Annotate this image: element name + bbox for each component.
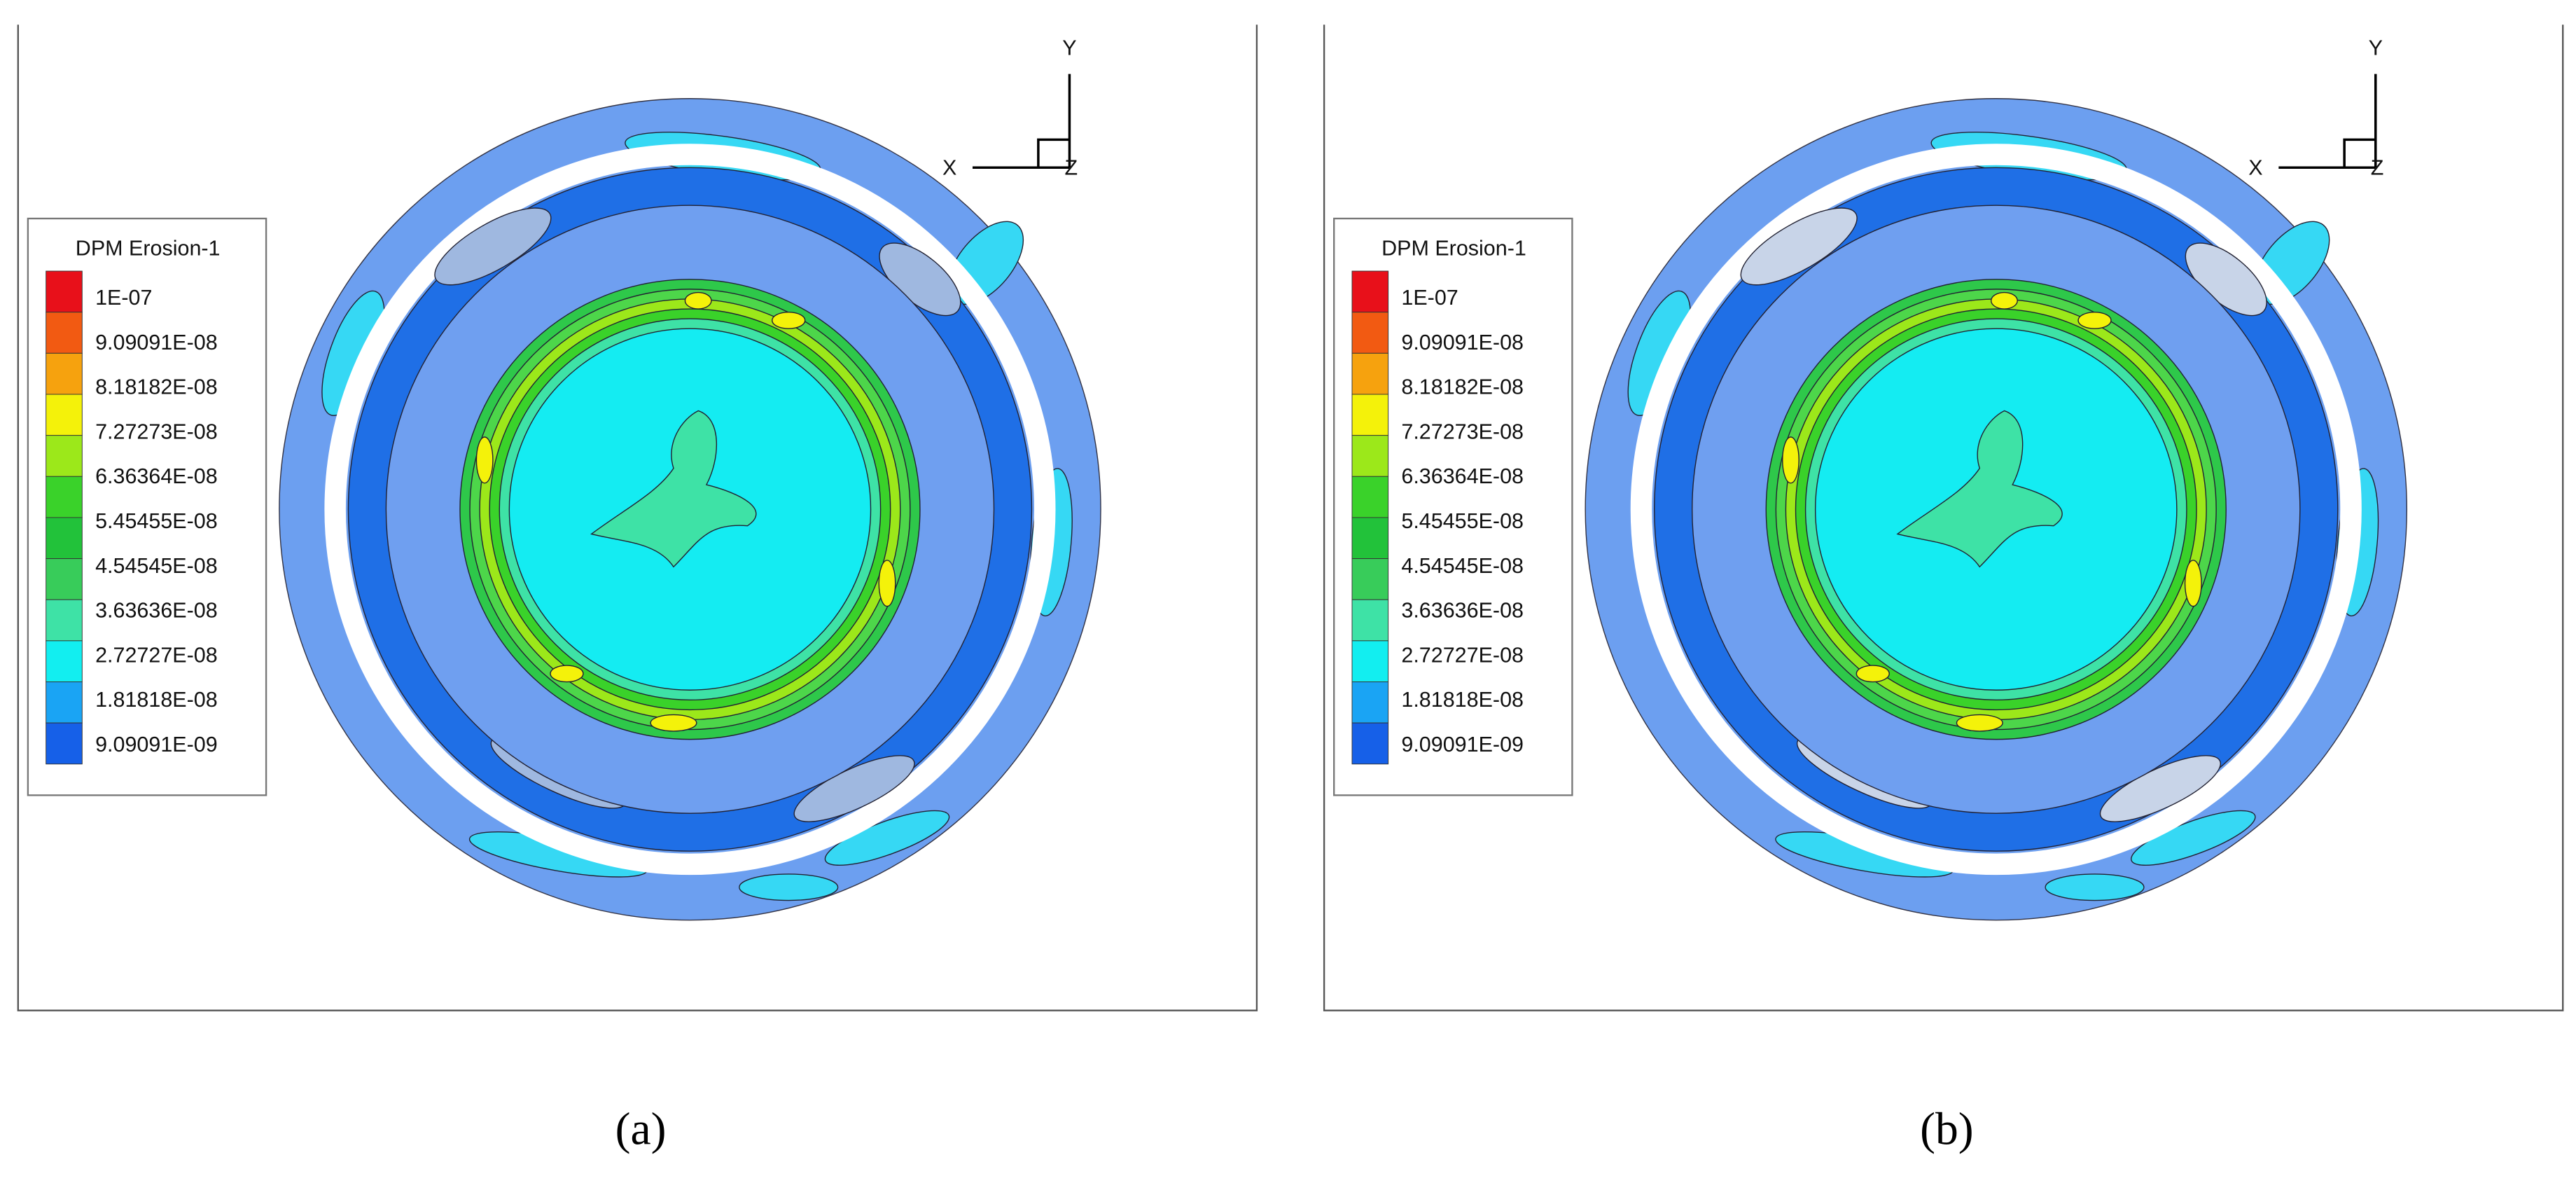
contour-patch — [878, 560, 896, 607]
contour-patch — [739, 873, 839, 901]
panel: DPM Erosion-1 1E-07 9.09091E-08 8.18182E-08… — [17, 25, 1258, 1155]
gap-ring — [324, 144, 1056, 876]
legend-level: 1.81818E-08 — [1401, 688, 1524, 712]
legend-level: 3.63636E-08 — [1401, 599, 1524, 623]
legend-level: 4.54545E-08 — [95, 554, 218, 578]
contour-patch — [475, 436, 494, 484]
legend-level: 8.18182E-08 — [95, 375, 218, 399]
contour-patch — [2131, 810, 2256, 866]
legend-level: 9.09091E-08 — [1401, 331, 1524, 354]
legend-swatch — [1351, 476, 1389, 518]
legend-swatch — [1351, 599, 1389, 642]
legend-level: 2.72727E-08 — [95, 643, 218, 667]
legend-level: 6.36364E-08 — [1401, 464, 1524, 488]
legend-swatch — [1351, 312, 1389, 354]
legend-swatch — [46, 722, 83, 765]
legend-level: 9.09091E-08 — [95, 331, 218, 354]
legend-swatch — [46, 517, 83, 560]
axis-z: Z — [2371, 156, 2384, 180]
legend-swatch — [1351, 394, 1389, 436]
legend-level: 5.45455E-08 — [1401, 509, 1524, 533]
legend-swatch — [46, 352, 83, 395]
contour-patch — [550, 665, 584, 683]
panel-frame — [1323, 25, 2564, 1011]
contour-patch — [434, 207, 552, 286]
legend-level: 7.27273E-08 — [1401, 420, 1524, 443]
contour-patch — [2077, 312, 2112, 329]
legend-level: 2.72727E-08 — [1401, 643, 1524, 667]
panel-caption: (b) — [1920, 1104, 1974, 1155]
contour-patch — [824, 810, 950, 866]
legend-level: 1.81818E-08 — [95, 688, 218, 712]
legend-swatch — [46, 476, 83, 518]
axis-triad — [973, 74, 1071, 170]
panel-frame — [17, 25, 1258, 1011]
contour-patch — [2045, 873, 2145, 901]
legend-swatch — [1351, 682, 1389, 724]
legend-swatch — [46, 640, 83, 682]
axis-x: X — [2248, 156, 2262, 180]
legend-level: 6.36364E-08 — [95, 464, 218, 488]
legend-swatch — [1351, 558, 1389, 600]
legend-swatch — [1351, 722, 1389, 765]
legend-swatch — [1351, 270, 1389, 313]
contour-patch — [684, 291, 712, 310]
legend-level: 1E-07 — [1401, 286, 1458, 310]
contour-patch — [772, 312, 806, 329]
legend-title: DPM Erosion-1 — [76, 237, 221, 261]
legend-swatch — [1351, 352, 1389, 395]
legend-level: 3.63636E-08 — [95, 599, 218, 623]
contour-patch — [1740, 207, 1858, 286]
legend-swatch — [46, 435, 83, 477]
legend-swatch — [46, 682, 83, 724]
legend-swatch — [1351, 640, 1389, 682]
legend-swatch — [46, 270, 83, 313]
axis-z: Z — [1064, 156, 1078, 180]
legend-level: 7.27273E-08 — [95, 420, 218, 443]
legend-level: 5.45455E-08 — [95, 509, 218, 533]
panel-caption: (a) — [615, 1104, 667, 1155]
legend-swatch — [46, 394, 83, 436]
center-patch — [590, 410, 757, 568]
legend-swatch — [46, 599, 83, 642]
legend-swatch — [46, 558, 83, 600]
axis-y: Y — [2369, 36, 2383, 60]
legend-level: 1E-07 — [95, 286, 152, 310]
contour-patch — [1956, 714, 2003, 732]
contour-patch — [650, 714, 697, 732]
gap-ring — [1630, 144, 2362, 876]
legend-level: 4.54545E-08 — [1401, 554, 1524, 578]
contour-patch — [1856, 665, 1890, 683]
legend-swatch — [1351, 517, 1389, 560]
panel: DPM Erosion-1 1E-07 9.09091E-08 8.18182E-08… — [1323, 25, 2564, 1155]
legend-level: 8.18182E-08 — [1401, 375, 1524, 399]
legend-title: DPM Erosion-1 — [1381, 237, 1526, 261]
legend-swatch — [1351, 435, 1389, 477]
axis-triad — [2278, 74, 2377, 170]
contour-patch — [2184, 560, 2202, 607]
contour-patch — [1991, 291, 2018, 310]
axis-y: Y — [1062, 36, 1076, 60]
axis-x: X — [942, 156, 956, 180]
center-patch — [1896, 410, 2063, 568]
legend-level: 9.09091E-09 — [95, 733, 218, 756]
legend-swatch — [46, 312, 83, 354]
legend-level: 9.09091E-09 — [1401, 733, 1524, 756]
contour-patch — [1782, 436, 1799, 484]
